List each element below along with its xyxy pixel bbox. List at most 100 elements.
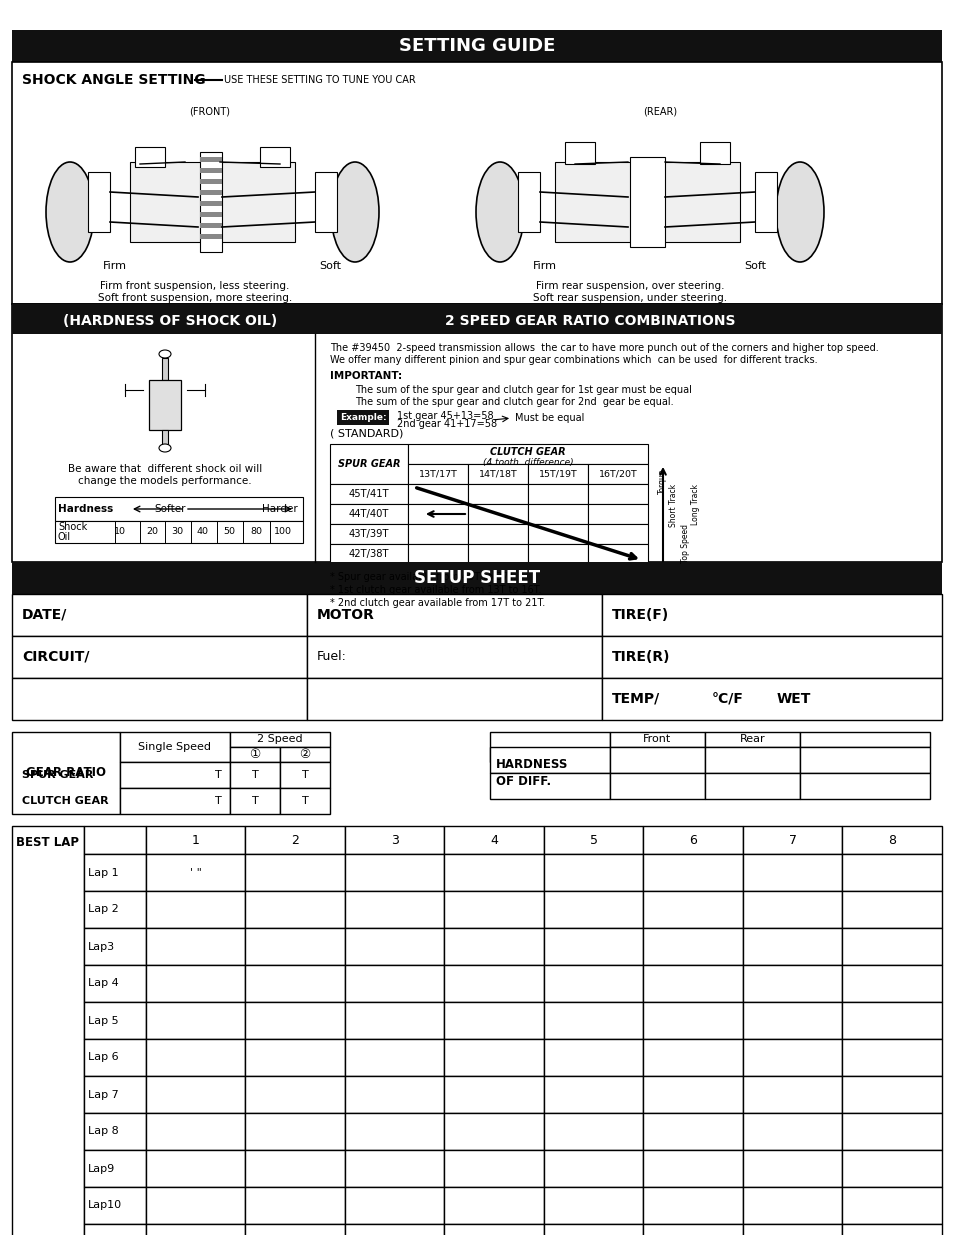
Bar: [408, 484, 468, 504]
Bar: [88, 172, 110, 232]
Bar: [543, 927, 643, 965]
Text: Soft: Soft: [318, 261, 340, 270]
Text: TIRE(F): TIRE(F): [612, 608, 669, 622]
Bar: [601, 594, 941, 636]
Bar: [841, 965, 941, 1002]
Bar: [120, 762, 230, 788]
Text: (4 tooth  difference): (4 tooth difference): [482, 457, 573, 467]
Bar: [468, 524, 527, 543]
Bar: [841, 1076, 941, 1113]
Text: MOTOR: MOTOR: [316, 608, 375, 622]
Bar: [245, 1150, 345, 1187]
Text: ①: ①: [249, 747, 260, 761]
Bar: [84, 927, 146, 965]
Bar: [230, 732, 330, 747]
Text: 43T/39T: 43T/39T: [349, 529, 389, 538]
Text: Be aware that  different shock oil will: Be aware that different shock oil will: [68, 464, 262, 474]
Text: GEAR RATIO: GEAR RATIO: [26, 767, 106, 779]
Text: The sum of the spur gear and clutch gear for 1st gear must be equal: The sum of the spur gear and clutch gear…: [355, 385, 691, 395]
Bar: [543, 1187, 643, 1224]
Bar: [408, 504, 468, 524]
Bar: [643, 965, 742, 1002]
Text: Lap 4: Lap 4: [88, 978, 118, 988]
Bar: [230, 747, 280, 762]
Bar: [314, 172, 336, 232]
Text: Soft rear suspension, under steering.: Soft rear suspension, under steering.: [533, 293, 726, 303]
Bar: [629, 157, 664, 247]
Bar: [12, 304, 941, 562]
Bar: [408, 524, 468, 543]
Text: Single Speed: Single Speed: [138, 742, 212, 752]
Bar: [345, 1039, 444, 1076]
Text: IMPORTANT:: IMPORTANT:: [330, 370, 402, 382]
Text: TEMP/: TEMP/: [612, 692, 659, 706]
Bar: [120, 732, 230, 762]
Bar: [146, 826, 245, 853]
Bar: [162, 430, 168, 448]
Bar: [200, 201, 222, 206]
Text: Lap 7: Lap 7: [88, 1089, 118, 1099]
Bar: [643, 1039, 742, 1076]
Bar: [444, 1150, 543, 1187]
Ellipse shape: [331, 162, 378, 262]
Text: Hardness: Hardness: [58, 504, 113, 514]
Text: ' ": ' ": [190, 867, 201, 878]
Text: 30: 30: [171, 527, 183, 536]
Bar: [543, 1002, 643, 1039]
Text: T: T: [215, 769, 222, 781]
Bar: [408, 445, 647, 464]
Bar: [345, 1076, 444, 1113]
Text: 2 SPEED GEAR RATIO COMBINATIONS: 2 SPEED GEAR RATIO COMBINATIONS: [444, 314, 735, 329]
Bar: [345, 1187, 444, 1224]
Text: ②: ②: [299, 747, 311, 761]
Bar: [543, 1224, 643, 1235]
Bar: [84, 965, 146, 1002]
Bar: [130, 162, 294, 242]
Bar: [564, 142, 595, 164]
Bar: [12, 562, 941, 594]
Bar: [609, 773, 704, 799]
Bar: [146, 1002, 245, 1039]
Text: HARDNESS
OF DIFF.: HARDNESS OF DIFF.: [496, 758, 568, 788]
Bar: [408, 464, 468, 484]
Bar: [742, 1002, 841, 1039]
Bar: [742, 965, 841, 1002]
Text: Lap 1: Lap 1: [88, 867, 118, 878]
Text: Harder: Harder: [262, 504, 297, 514]
Text: Shock
Oil: Shock Oil: [58, 521, 87, 542]
Bar: [742, 826, 841, 853]
Bar: [444, 826, 543, 853]
Bar: [587, 504, 647, 524]
Bar: [643, 853, 742, 890]
Bar: [12, 678, 307, 720]
Bar: [543, 826, 643, 853]
Text: 15T/19T: 15T/19T: [538, 469, 577, 478]
Text: 8: 8: [887, 834, 895, 846]
Text: Firm front suspension, less steering.: Firm front suspension, less steering.: [100, 282, 290, 291]
Bar: [543, 1076, 643, 1113]
Text: Short Track: Short Track: [668, 484, 678, 527]
Text: Top Speed: Top Speed: [680, 524, 689, 563]
Text: 14T/18T: 14T/18T: [478, 469, 517, 478]
Text: 10: 10: [113, 527, 126, 536]
Bar: [841, 1002, 941, 1039]
Text: Soft: Soft: [743, 261, 765, 270]
Bar: [345, 826, 444, 853]
Bar: [754, 172, 776, 232]
Bar: [84, 853, 146, 890]
Bar: [84, 1187, 146, 1224]
Bar: [330, 524, 408, 543]
Bar: [12, 732, 120, 814]
Text: TIRE(R): TIRE(R): [612, 650, 670, 664]
Text: 44T/40T: 44T/40T: [349, 509, 389, 519]
Ellipse shape: [46, 162, 94, 262]
Bar: [200, 179, 222, 184]
Bar: [345, 1150, 444, 1187]
Bar: [444, 1039, 543, 1076]
Bar: [609, 732, 704, 747]
Bar: [543, 1039, 643, 1076]
Text: ( STANDARD): ( STANDARD): [330, 429, 403, 438]
Text: (REAR): (REAR): [642, 107, 677, 117]
Bar: [135, 147, 165, 167]
Text: Lap 2: Lap 2: [88, 904, 118, 914]
